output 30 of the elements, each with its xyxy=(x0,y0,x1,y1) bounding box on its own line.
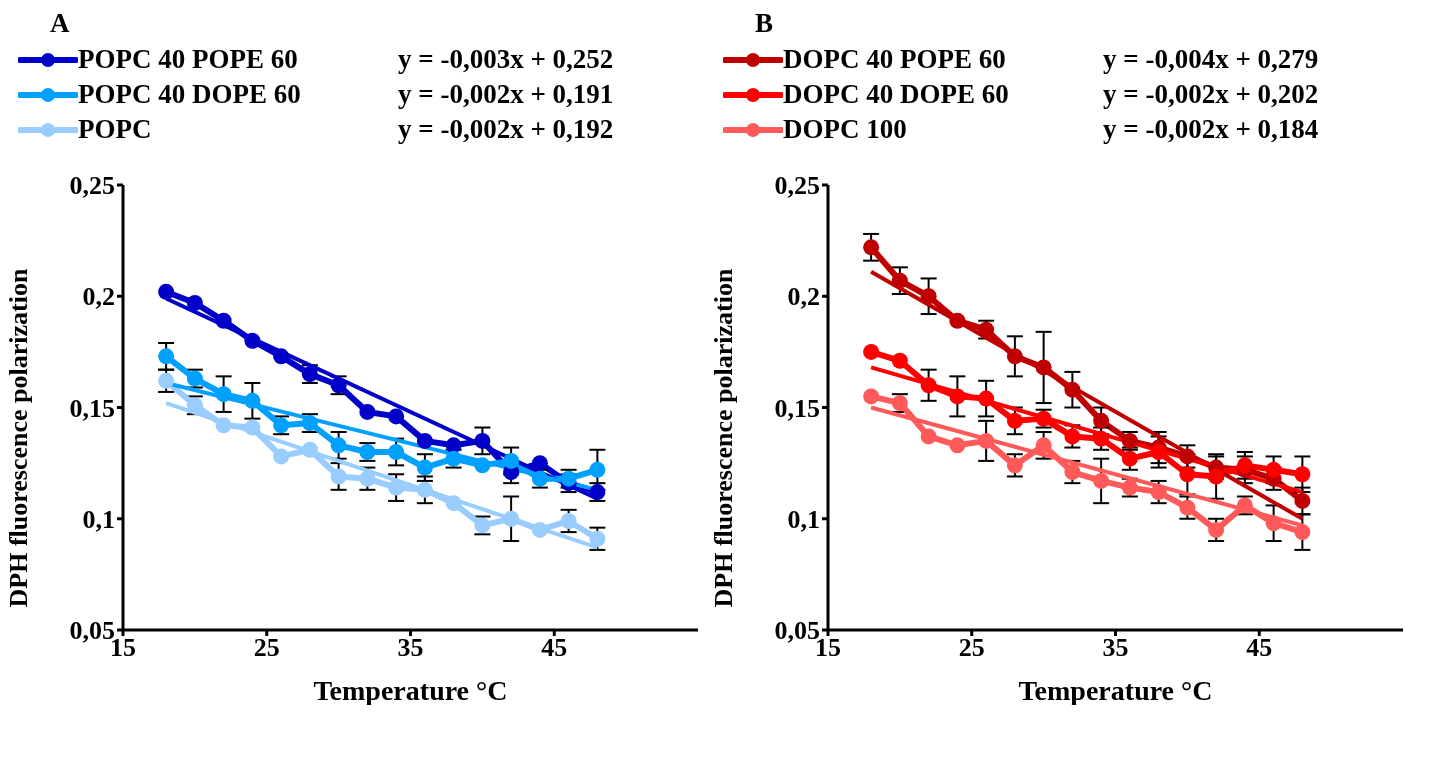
text: y = -0,002x + 0,192 xyxy=(398,114,615,145)
legend-label: POPC xyxy=(78,114,152,145)
y-axis-title: DPH fluorescence polarization xyxy=(709,268,739,608)
y-tick-label: 0,25 xyxy=(774,171,820,201)
legend-label: POPC 40 DOPE 60 xyxy=(78,79,301,110)
chart-title: A xyxy=(49,8,71,38)
y-tick-label: 0,1 xyxy=(82,504,115,534)
x-tick-label: 25 xyxy=(253,633,280,663)
y-tick-label: 0,15 xyxy=(774,393,820,423)
y-tick-label: 0,2 xyxy=(82,282,115,312)
text: y = -0,002x + 0,184 xyxy=(1103,114,1320,145)
y-axis-title: DPH fluorescence polarization xyxy=(4,268,34,608)
x-tick-label: 25 xyxy=(958,633,985,663)
text: y = -0,002x + 0,191 xyxy=(398,79,615,110)
y-tick-label: 0,15 xyxy=(69,393,115,423)
legend-label: DOPC 40 POPE 60 xyxy=(783,44,1006,75)
text: y = -0,002x + 0,202 xyxy=(1103,79,1320,110)
legend-label: POPC 40 POPE 60 xyxy=(78,44,298,75)
y-tick-label: 0,1 xyxy=(787,504,820,534)
legend-label: DOPC 100 xyxy=(783,114,907,145)
y-tick-label: 0,25 xyxy=(69,171,115,201)
x-tick-label: 35 xyxy=(1102,633,1129,663)
x-tick-label: 45 xyxy=(541,633,568,663)
text: y = -0,004x + 0,279 xyxy=(1103,44,1320,75)
chart-title: B xyxy=(754,8,774,38)
x-tick-label: 35 xyxy=(397,633,424,663)
text: y = -0,003x + 0,252 xyxy=(398,44,615,75)
x-tick-label: 45 xyxy=(1246,633,1273,663)
y-tick-label: 0,2 xyxy=(787,282,820,312)
legend-label: DOPC 40 DOPE 60 xyxy=(783,79,1009,110)
